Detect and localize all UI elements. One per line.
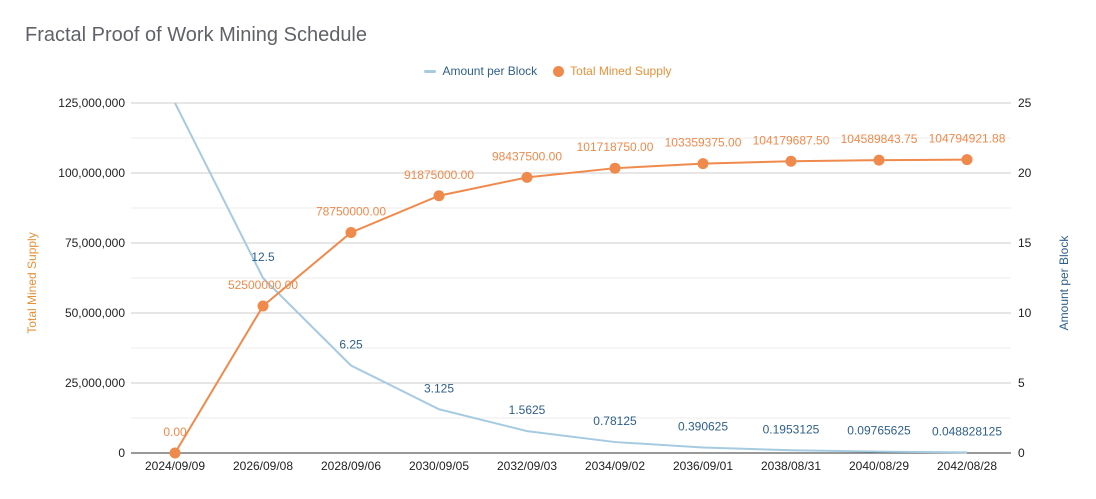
data-label-total-mined-supply: 78750000.00 bbox=[316, 205, 386, 219]
right-axis-tick-label: 20 bbox=[1018, 166, 1032, 180]
chart-title: Fractal Proof of Work Mining Schedule bbox=[25, 24, 368, 46]
legend-swatch-total-mined-supply bbox=[553, 65, 565, 77]
data-label-total-mined-supply: 104179687.50 bbox=[753, 133, 830, 147]
right-axis-tick-label: 0 bbox=[1018, 446, 1025, 460]
data-label-amount-per-block: 1.5625 bbox=[509, 403, 546, 417]
data-point-total-mined-supply bbox=[873, 154, 885, 166]
x-axis-tick-label: 2030/09/05 bbox=[409, 459, 469, 473]
data-label-total-mined-supply: 52500000.00 bbox=[228, 278, 298, 292]
legend-swatch-amount-per-block bbox=[424, 69, 437, 73]
data-label-amount-per-block: 0.048828125 bbox=[932, 424, 1002, 438]
data-point-total-mined-supply bbox=[433, 190, 445, 202]
data-label-amount-per-block: 12.5 bbox=[251, 250, 275, 264]
legend-label-amount-per-block: Amount per Block bbox=[442, 64, 538, 78]
left-axis-tick-label: 0 bbox=[118, 446, 125, 460]
legend: Amount per Block Total Mined Supply bbox=[0, 64, 1096, 78]
x-axis-tick-label: 2036/09/01 bbox=[673, 459, 733, 473]
data-label-amount-per-block: 0.390625 bbox=[678, 420, 728, 434]
series-line-total-mined-supply bbox=[174, 158, 968, 454]
legend-item-total-mined-supply[interactable]: Total Mined Supply bbox=[553, 64, 672, 78]
data-label-total-mined-supply: 104589843.75 bbox=[841, 132, 918, 146]
right-axis-tick-label: 5 bbox=[1018, 376, 1025, 390]
left-axis-tick-label: 125,000,000 bbox=[58, 96, 125, 110]
left-axis-tick-label: 75,000,000 bbox=[65, 236, 125, 250]
data-label-amount-per-block: 3.125 bbox=[424, 381, 454, 395]
right-axis-title: Amount per Block bbox=[1057, 235, 1071, 331]
x-axis-tick-label: 2032/09/03 bbox=[497, 459, 557, 473]
right-axis-tick-label: 10 bbox=[1018, 306, 1032, 320]
left-axis-tick-label: 50,000,000 bbox=[65, 306, 125, 320]
data-label-total-mined-supply: 101718750.00 bbox=[577, 140, 654, 154]
x-axis-tick-label: 2024/09/09 bbox=[145, 459, 205, 473]
right-axis-tick-label: 25 bbox=[1018, 96, 1032, 110]
legend-item-amount-per-block[interactable]: Amount per Block bbox=[424, 64, 537, 78]
x-axis-tick-label: 2028/09/06 bbox=[321, 459, 381, 473]
x-axis-tick-label: 2026/09/08 bbox=[233, 459, 293, 473]
x-axis-tick-label: 2040/08/29 bbox=[849, 459, 909, 473]
data-label-total-mined-supply: 103359375.00 bbox=[665, 136, 742, 150]
data-label-amount-per-block: 6.25 bbox=[339, 338, 363, 352]
legend-label-total-mined-supply: Total Mined Supply bbox=[570, 64, 672, 78]
data-point-total-mined-supply bbox=[697, 158, 709, 170]
data-point-total-mined-supply bbox=[257, 300, 269, 312]
x-axis-tick-label: 2038/08/31 bbox=[761, 459, 821, 473]
left-axis-title: Total Mined Supply bbox=[25, 232, 39, 333]
series-line-amount-per-block bbox=[174, 102, 968, 454]
right-axis-tick-label: 15 bbox=[1018, 236, 1032, 250]
x-axis-tick-label: 2042/08/28 bbox=[937, 459, 997, 473]
data-label-total-mined-supply: 104794921.88 bbox=[929, 132, 1006, 146]
data-label-amount-per-block: 0.09765625 bbox=[847, 424, 911, 438]
data-point-total-mined-supply bbox=[169, 447, 181, 459]
data-label-amount-per-block: 0.1953125 bbox=[763, 422, 820, 436]
data-point-total-mined-supply bbox=[785, 155, 797, 167]
left-axis-tick-label: 100,000,000 bbox=[58, 166, 125, 180]
data-point-total-mined-supply bbox=[521, 171, 533, 183]
data-label-total-mined-supply: 0.00 bbox=[163, 425, 187, 439]
left-axis-tick-label: 25,000,000 bbox=[65, 376, 125, 390]
data-point-total-mined-supply bbox=[961, 154, 973, 166]
x-axis-tick-label: 2034/09/02 bbox=[585, 459, 645, 473]
data-label-amount-per-block: 0.78125 bbox=[593, 414, 637, 428]
data-label-total-mined-supply: 91875000.00 bbox=[404, 168, 474, 182]
data-point-total-mined-supply bbox=[345, 227, 357, 238]
data-label-total-mined-supply: 98437500.00 bbox=[492, 149, 562, 163]
data-point-total-mined-supply bbox=[609, 162, 621, 174]
